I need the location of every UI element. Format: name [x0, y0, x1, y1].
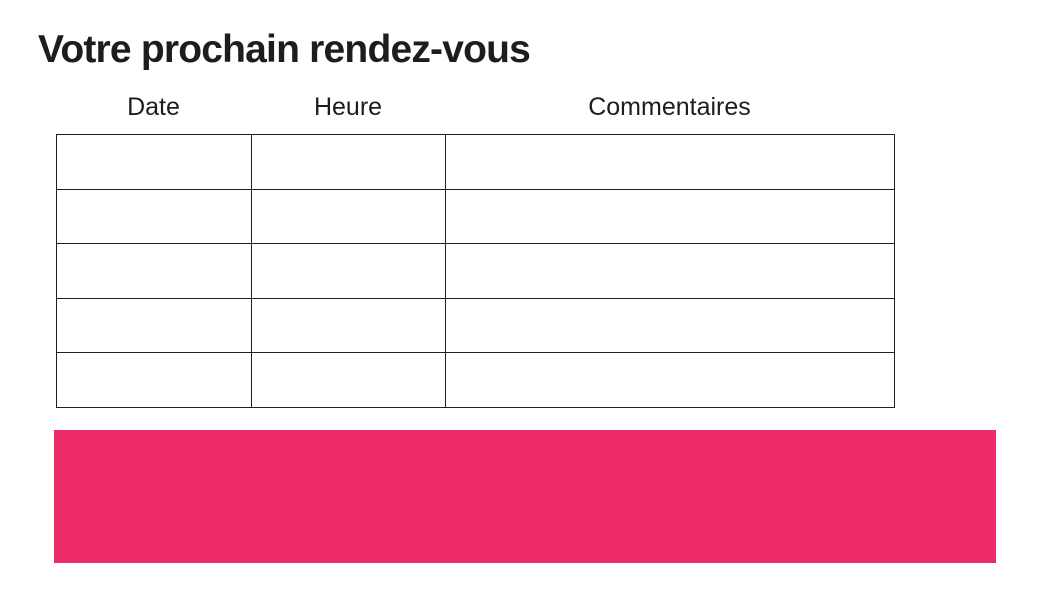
table-column-headers: Date Heure Commentaires — [56, 93, 894, 122]
table-cell — [56, 188, 252, 245]
table-cell — [445, 134, 895, 190]
table-cell — [251, 134, 446, 190]
table-cell — [251, 188, 446, 245]
table-cell — [56, 243, 252, 299]
table-row — [56, 352, 895, 408]
table-cell — [56, 297, 252, 354]
column-header-commentaires: Commentaires — [588, 93, 751, 121]
table-row — [56, 134, 895, 190]
column-header-date: Date — [127, 93, 180, 121]
table-cell — [251, 243, 446, 299]
table-cell — [445, 352, 895, 408]
table-row — [56, 188, 895, 245]
table-row — [56, 297, 895, 354]
appointments-table-body — [56, 134, 895, 408]
column-header-heure: Heure — [313, 93, 383, 121]
table-cell — [445, 297, 895, 354]
table-cell — [251, 297, 446, 354]
table-cell — [56, 352, 252, 408]
table-cell — [251, 352, 446, 408]
table-cell — [56, 134, 252, 190]
page-title: Votre prochain rendez-vous — [38, 28, 531, 71]
pink-accent-band — [54, 430, 996, 563]
appointments-table — [56, 134, 895, 408]
table-cell — [445, 188, 895, 245]
table-row — [56, 243, 895, 299]
table-cell — [445, 243, 895, 299]
